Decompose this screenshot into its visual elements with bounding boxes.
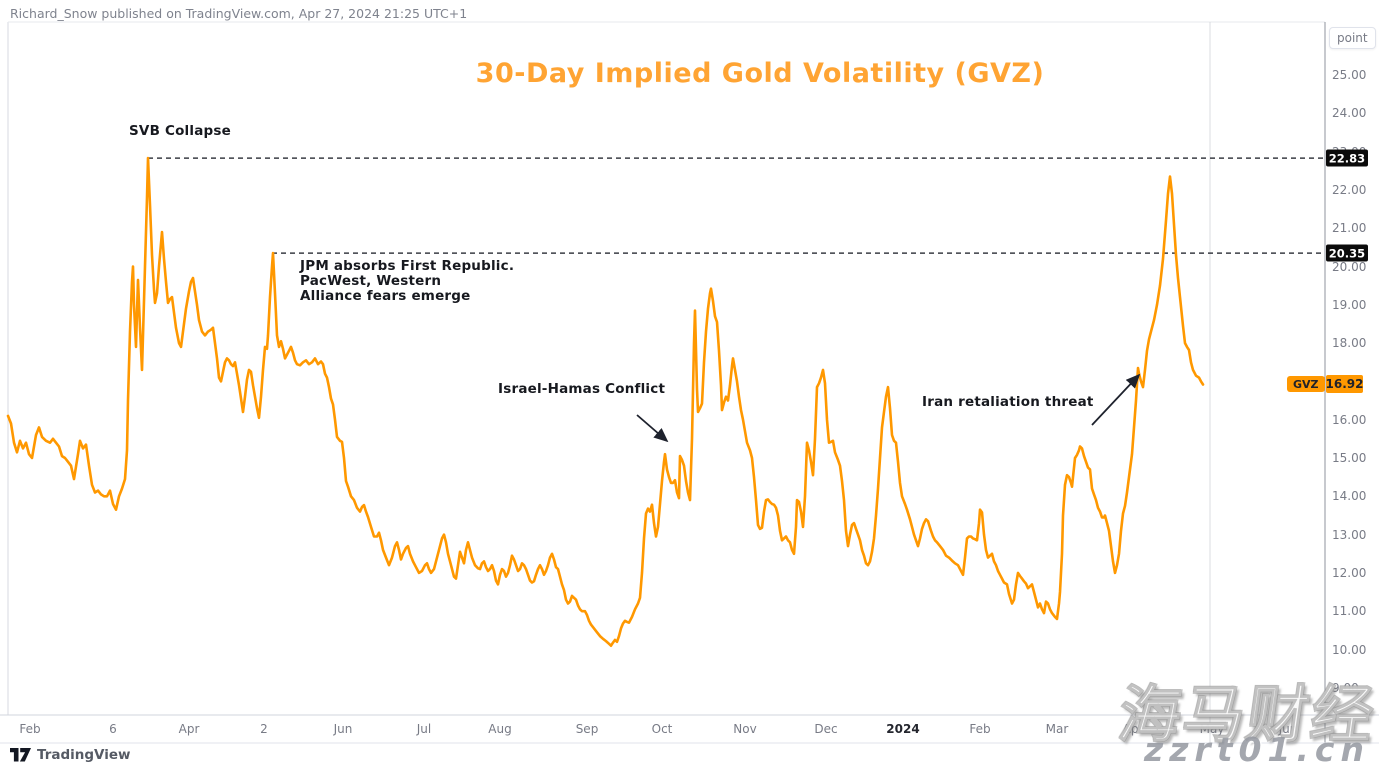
price-tick-label: 10.00 xyxy=(1332,642,1367,657)
price-unit-badge[interactable]: point xyxy=(1329,27,1376,49)
price-tick-label: 25.00 xyxy=(1332,68,1367,82)
price-level-badge: 22.83 xyxy=(1326,149,1368,167)
price-tick-label: 14.00 xyxy=(1332,489,1367,504)
footer: TradingView xyxy=(10,747,131,763)
time-tick-label: Oct xyxy=(651,722,673,736)
last-price-value-badge: 16.92 xyxy=(1325,375,1364,393)
price-tick-label: 18.00 xyxy=(1332,336,1367,351)
annotation-arrow-icon xyxy=(636,414,669,443)
price-tick-label: 13.00 xyxy=(1332,527,1367,542)
annotation-text: Iran retaliation threat xyxy=(922,394,1094,410)
time-tick-label: May xyxy=(1199,722,1225,736)
price-tick-label: 24.00 xyxy=(1332,106,1367,121)
time-tick-label: Jun xyxy=(333,722,353,736)
time-tick-label: Feb xyxy=(969,722,991,736)
price-tick-label: 9.00 xyxy=(1332,680,1359,695)
price-level-badge: 20.35 xyxy=(1326,244,1368,262)
price-tick-label: 19.00 xyxy=(1332,297,1367,312)
time-tick-label: Mar xyxy=(1045,722,1069,736)
time-tick-label: Dec xyxy=(814,722,838,736)
page-title: 30-Day Implied Gold Volatility (GVZ) xyxy=(475,58,1045,89)
price-tick-label: 21.00 xyxy=(1332,221,1367,236)
time-tick-label: Feb xyxy=(19,722,41,736)
price-tick-label: 11.00 xyxy=(1332,604,1367,619)
time-tick-label: 2024 xyxy=(886,722,920,736)
annotation-arrows xyxy=(636,373,1141,443)
time-tick-label: 6 xyxy=(109,722,117,736)
time-tick-label: Jul xyxy=(416,722,432,736)
time-tick-label: Nov xyxy=(733,722,757,736)
time-tick-label: Jun xyxy=(1278,722,1298,736)
time-tick-label: 2 xyxy=(260,722,268,736)
price-tick-label: 16.00 xyxy=(1332,412,1367,427)
annotation-text: JPM absorbs First Republic. PacWest, Wes… xyxy=(300,258,515,305)
price-tick-label: 15.00 xyxy=(1332,451,1367,465)
last-price-symbol-badge: GVZ xyxy=(1287,376,1325,392)
price-tick-label: 12.00 xyxy=(1332,565,1367,580)
time-tick-label: Sep xyxy=(575,722,599,736)
byline: Richard_Snow published on TradingView.co… xyxy=(10,6,468,21)
dashed-level-lines xyxy=(148,157,1325,254)
annotation-text: Israel-Hamas Conflict xyxy=(498,381,666,397)
annotation-arrow-icon xyxy=(1091,373,1141,426)
tradingview-logo-icon[interactable] xyxy=(10,748,31,762)
price-tick-label: 20.00 xyxy=(1332,259,1367,274)
time-tick-label: Apr xyxy=(1122,722,1144,736)
annotation-text: SVB Collapse xyxy=(129,123,231,139)
gvz-line-series xyxy=(6,156,1205,648)
price-tick-label: 22.00 xyxy=(1332,182,1367,197)
tradingview-brand-text[interactable]: TradingView xyxy=(37,747,131,763)
chart-frame xyxy=(0,21,1379,744)
time-tick-label: Apr xyxy=(178,722,200,736)
time-tick-label: Aug xyxy=(488,722,512,736)
